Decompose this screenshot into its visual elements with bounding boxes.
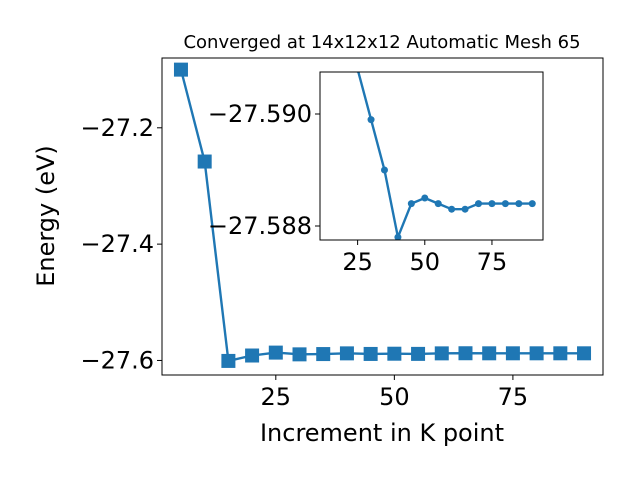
main-data-point [363,346,378,361]
main-data-point [577,346,592,361]
inset-data-point [461,205,469,213]
inset-axes-frame [319,71,544,241]
inset-x-tick-label: 25 [342,248,373,276]
main-data-point [268,345,283,360]
main-data-point [505,346,520,361]
main-data-point [553,346,568,361]
inset-x-tick-label: 50 [410,248,441,276]
main-data-point [434,346,449,361]
main-y-tick-label: −27.6 [80,346,154,374]
inset-data-point [407,200,415,208]
main-data-point [197,154,212,169]
inset-data-point [528,200,536,208]
inset-data-point [448,205,456,213]
inset-data-point [367,116,375,124]
main-x-tick-label: 75 [498,383,529,411]
main-data-point [482,346,497,361]
inset-data-point [488,200,496,208]
main-data-point [316,347,331,362]
x-axis-label: Increment in K point [260,419,504,447]
main-x-tick-label: 25 [261,383,292,411]
inset-data-point [421,194,429,202]
main-data-point [339,346,354,361]
main-y-tick-label: −27.2 [80,114,154,142]
main-data-point [292,347,307,362]
inset-plot-area [320,72,543,240]
inset-data-point [434,200,442,208]
inset-y-tick-label: −27.590 [208,100,312,128]
y-axis-label: Energy (eV) [32,145,60,287]
inset-data-point [394,233,402,240]
inset-data-point [501,200,509,208]
main-data-point [173,62,188,77]
main-data-point [458,346,473,361]
chart-title: Converged at 14x12x12 Automatic Mesh 65 [183,32,580,53]
inset-x-tick-label: 75 [477,248,508,276]
main-data-point [529,346,544,361]
main-x-tick-label: 50 [379,383,410,411]
inset-data-point [475,200,483,208]
main-data-point [221,353,236,368]
main-data-point [411,346,426,361]
main-y-tick-label: −27.4 [80,230,154,258]
inset-data-point [380,166,388,174]
inset-plot: 25 50 75 −27.590 −27.588 [208,71,544,276]
inset-data-point [515,200,523,208]
main-data-point [387,346,402,361]
main-data-point [245,348,260,363]
inset-y-tick-label: −27.588 [208,212,312,240]
main-axes-frame [161,57,604,376]
